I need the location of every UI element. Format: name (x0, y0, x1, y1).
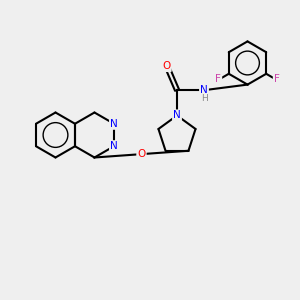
Text: O: O (137, 149, 146, 159)
Text: N: N (110, 119, 118, 129)
Text: O: O (162, 61, 171, 71)
Text: N: N (110, 141, 118, 151)
Text: F: F (274, 74, 280, 84)
Text: N: N (173, 110, 181, 121)
Text: F: F (215, 74, 221, 84)
Text: H: H (201, 94, 207, 103)
Text: N: N (200, 85, 208, 95)
